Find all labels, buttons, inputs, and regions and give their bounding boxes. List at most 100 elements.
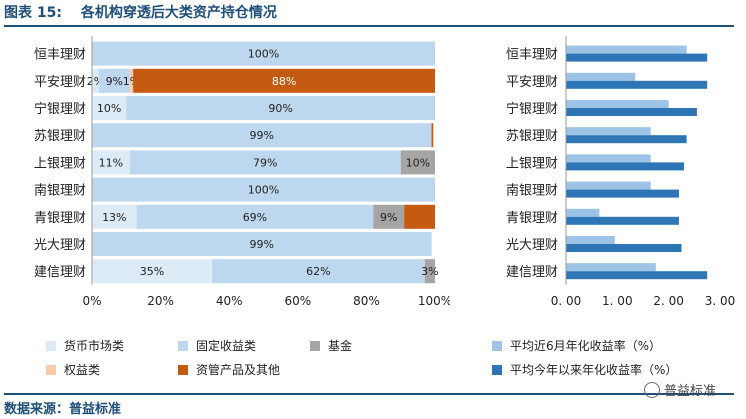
category-label: 光大理财 bbox=[506, 238, 558, 253]
stack-segment bbox=[92, 96, 127, 120]
segment-label: 100% bbox=[248, 48, 279, 61]
stack-segment bbox=[92, 150, 130, 175]
legend-label: 平均近6月年化收益率（%） bbox=[510, 339, 662, 353]
x-tick-label: 60% bbox=[284, 294, 311, 308]
legend-item: 平均今年以来年化收益率（%） bbox=[492, 361, 677, 378]
category-label: 青银理财 bbox=[506, 211, 558, 226]
ytd-bar bbox=[566, 271, 708, 280]
figure-title-text: 各机构穿透后大类资产持仓情况 bbox=[80, 5, 277, 21]
stack-segment bbox=[424, 259, 435, 284]
category-label: 恒丰理财 bbox=[506, 48, 558, 63]
stack-segment bbox=[92, 204, 137, 229]
segment-label: 9% bbox=[380, 211, 397, 224]
stack-segment bbox=[126, 96, 436, 120]
six-month-bar bbox=[566, 72, 636, 81]
x-tick-label: 0% bbox=[82, 294, 101, 308]
footer-rule bbox=[4, 393, 734, 395]
category-label: 南银理财 bbox=[506, 183, 558, 199]
segment-label: 99% bbox=[250, 238, 274, 251]
category-label: 宁银理财 bbox=[506, 101, 558, 117]
category-label: 恒丰理财 bbox=[34, 48, 86, 63]
six-month-bar bbox=[566, 154, 651, 163]
segment-label: 69% bbox=[243, 211, 267, 224]
figure-title: 图表 15: 各机构穿透后大类资产持仓情况 bbox=[4, 2, 277, 24]
x-tick-label: 40% bbox=[216, 294, 243, 308]
legend-item: 基金 bbox=[310, 337, 352, 354]
legend-label: 基金 bbox=[328, 339, 353, 353]
ytd-bar bbox=[566, 189, 679, 198]
category-label: 上银理财 bbox=[506, 156, 558, 171]
legend-swatch bbox=[178, 340, 188, 351]
category-label: 青银理财 bbox=[34, 211, 86, 226]
stack-segment bbox=[404, 204, 435, 229]
ytd-bar bbox=[566, 80, 708, 89]
category-label: 南银理财 bbox=[34, 183, 86, 199]
legend-left: 货币市场类 固定收益类 基金权益类 资管产品及其他 bbox=[0, 335, 460, 385]
title-rule bbox=[4, 25, 734, 27]
stack-segment bbox=[92, 41, 435, 66]
legend-label: 货币市场类 bbox=[64, 339, 125, 353]
segment-label: 3% bbox=[421, 265, 438, 278]
stack-segment bbox=[129, 68, 134, 93]
ytd-bar bbox=[566, 162, 685, 171]
ytd-bar bbox=[566, 216, 679, 225]
stack-segment bbox=[400, 150, 435, 175]
legend-item: 资管产品及其他 bbox=[178, 361, 280, 378]
watermark: 普益标准 bbox=[643, 380, 716, 399]
six-month-bar bbox=[566, 45, 687, 54]
six-month-bar bbox=[566, 181, 651, 190]
stack-segment bbox=[92, 68, 99, 93]
stack-segment bbox=[92, 177, 435, 202]
segment-label: 62% bbox=[306, 265, 330, 278]
x-tick-label: 3. 00 bbox=[705, 294, 736, 308]
stack-segment bbox=[92, 232, 432, 256]
category-label: 苏银理财 bbox=[506, 128, 558, 144]
six-month-bar bbox=[566, 100, 669, 108]
category-label: 苏银理财 bbox=[34, 128, 86, 144]
ytd-bar bbox=[566, 108, 697, 116]
legend-swatch bbox=[178, 364, 188, 375]
category-label: 建信理财 bbox=[506, 265, 558, 280]
x-tick-label: 80% bbox=[353, 294, 380, 308]
x-tick-label: 20% bbox=[147, 294, 174, 308]
legend-swatch bbox=[492, 364, 502, 375]
category-label: 建信理财 bbox=[34, 265, 86, 280]
segment-label: 79% bbox=[253, 156, 277, 169]
legend-item: 权益类 bbox=[46, 361, 100, 378]
six-month-bar bbox=[566, 208, 600, 217]
ytd-bar bbox=[566, 135, 687, 144]
category-label: 上银理财 bbox=[34, 156, 86, 171]
stack-segment bbox=[92, 259, 213, 284]
segment-label: 10% bbox=[406, 156, 430, 169]
source-note: 数据来源：普益标准 bbox=[4, 402, 122, 417]
stack-segment bbox=[129, 150, 401, 175]
x-tick-label: 100% bbox=[418, 294, 450, 308]
category-label: 平安理财 bbox=[34, 75, 86, 90]
ytd-bar bbox=[566, 53, 708, 62]
segment-label: 88% bbox=[272, 75, 296, 88]
six-month-bar bbox=[566, 263, 656, 272]
category-label: 宁银理财 bbox=[34, 101, 86, 117]
legend-label: 固定收益类 bbox=[196, 339, 257, 353]
legend-label: 平均今年以来年化收益率（%） bbox=[510, 363, 678, 377]
legend-item: 货币市场类 bbox=[46, 337, 124, 354]
legend-swatch bbox=[310, 340, 320, 351]
stack-segment bbox=[431, 123, 434, 148]
segment-label: 13% bbox=[102, 211, 126, 224]
legend-swatch bbox=[46, 340, 56, 351]
ytd-bar bbox=[566, 244, 682, 252]
legend-swatch bbox=[46, 364, 56, 375]
legend-item: 固定收益类 bbox=[178, 337, 256, 354]
legend-swatch bbox=[492, 340, 502, 351]
segment-label: 100% bbox=[248, 184, 279, 197]
stack-segment bbox=[212, 259, 425, 284]
stack-segment bbox=[92, 123, 432, 148]
stack-segment bbox=[133, 68, 435, 93]
stack-segment bbox=[373, 204, 405, 229]
x-tick-label: 1. 00 bbox=[602, 294, 633, 308]
legend-item: 平均近6月年化收益率（%） bbox=[492, 337, 661, 354]
legend-label: 资管产品及其他 bbox=[196, 363, 281, 377]
x-tick-label: 2. 00 bbox=[653, 294, 684, 308]
segment-label: 10% bbox=[97, 102, 121, 115]
